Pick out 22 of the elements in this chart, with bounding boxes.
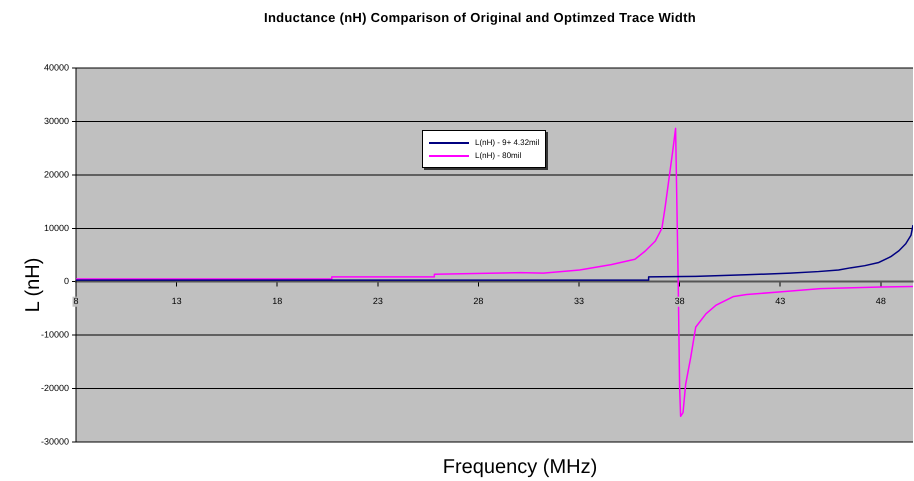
x-tick-label: 23 [372,296,383,306]
legend-label: L(nH) - 9+ 4.32mil [475,138,540,147]
x-tick-label: 43 [775,296,786,306]
y-tick-label: -10000 [40,330,70,340]
legend-label: L(nH) - 80mil [475,151,522,160]
y-tick-label: -20000 [40,383,70,394]
x-tick-label: 18 [272,296,282,306]
x-tick-label: 33 [574,296,584,306]
x-tick-label: 38 [674,296,685,306]
x-tick-label: 8 [74,296,79,306]
x-axis-title: Frequency (MHz) [442,456,598,479]
y-tick-label: 40000 [44,62,70,72]
y-tick-label: 0 [64,276,70,286]
y-tick-label: -30000 [40,436,70,446]
y-axis-title: L (nH) [22,258,45,312]
y-tick-label: 30000 [44,116,70,126]
y-tick-label: 10000 [44,222,70,233]
chart-title: Inductance (nH) Comparison of Original and Optimzed Trace Width [263,10,697,25]
x-tick-label: 13 [172,296,182,306]
x-tick-label: 48 [876,296,886,306]
x-tick-label: 28 [473,296,484,306]
y-tick-label: 20000 [44,169,70,180]
